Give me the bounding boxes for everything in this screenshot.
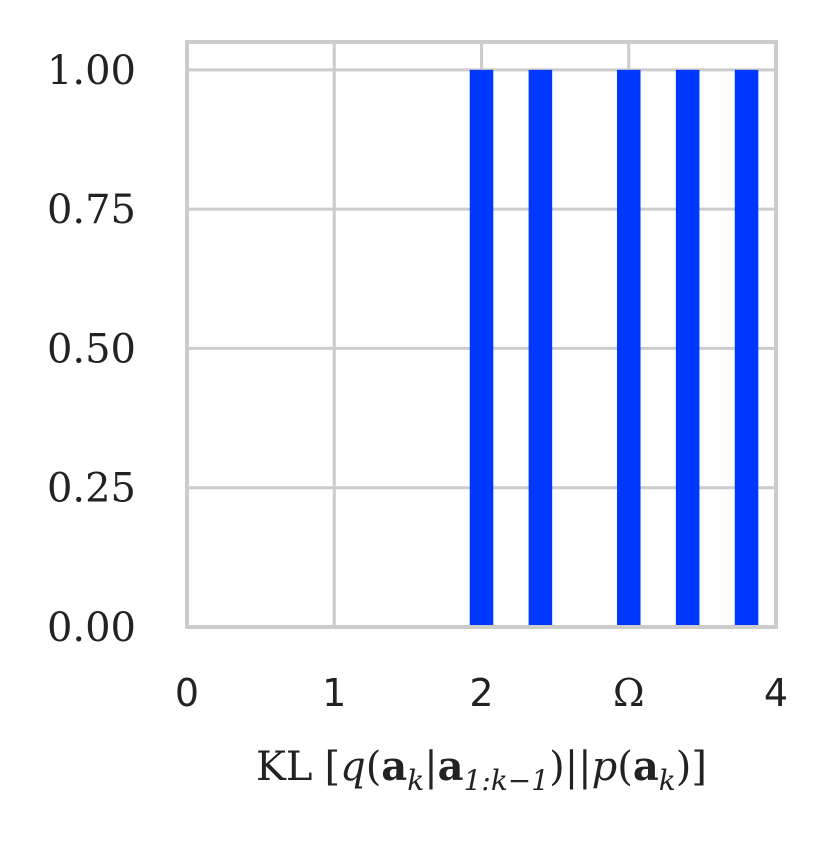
x-axis-label-part-9: ) <box>549 744 565 790</box>
x-axis-label-part-5: k <box>407 764 424 797</box>
x-tick-labels: 0 1 2 Ω 4 <box>175 671 788 715</box>
x-tick-label-2: 2 <box>469 671 493 715</box>
bar-1 <box>528 69 553 628</box>
y-tick-label-0: 0.00 <box>47 605 136 651</box>
x-axis-label-part-16: ] <box>691 744 707 790</box>
x-tick-label-3: Ω <box>613 671 645 715</box>
x-axis-label-part-10: || <box>565 744 592 790</box>
bar-3 <box>675 69 700 628</box>
x-axis-label-part-3: ( <box>366 744 382 790</box>
x-axis-label-part-2: q <box>340 744 366 790</box>
bar-2 <box>616 69 641 628</box>
y-tick-label-1: 0.25 <box>47 466 136 512</box>
x-axis-label-part-7: a <box>438 743 464 790</box>
x-tick-label-1: 1 <box>322 671 346 715</box>
x-tick-label-4: 4 <box>764 671 788 715</box>
x-axis-label-part-8: 1:k−1 <box>464 764 550 797</box>
y-tick-labels: 0.00 0.25 0.50 0.75 1.00 <box>47 48 136 651</box>
x-tick-label-0: 0 <box>175 671 199 715</box>
y-tick-label-3: 0.75 <box>47 187 136 233</box>
x-axis-label-part-6: | <box>424 744 437 790</box>
x-axis-label: KL [q(ak|a1:k−1)||p(ak)] <box>256 743 707 797</box>
x-axis-label-part-13: a <box>633 743 659 790</box>
x-axis-label-part-15: ) <box>676 744 692 790</box>
bar-4 <box>734 69 759 628</box>
y-tick-label-2: 0.50 <box>47 326 136 372</box>
x-axis-label-part-4: a <box>381 743 407 790</box>
plot-frame <box>185 40 778 629</box>
x-axis-label-part-12: ( <box>617 744 633 790</box>
x-axis-label-part-14: k <box>659 764 676 797</box>
x-axis-label-part-0: KL <box>256 744 312 790</box>
bars <box>469 69 759 628</box>
bar-0 <box>469 69 494 628</box>
y-tick-label-4: 1.00 <box>47 48 136 94</box>
x-axis-label-part-1: [ <box>324 744 340 790</box>
x-axis-label-part-11: p <box>592 744 618 790</box>
